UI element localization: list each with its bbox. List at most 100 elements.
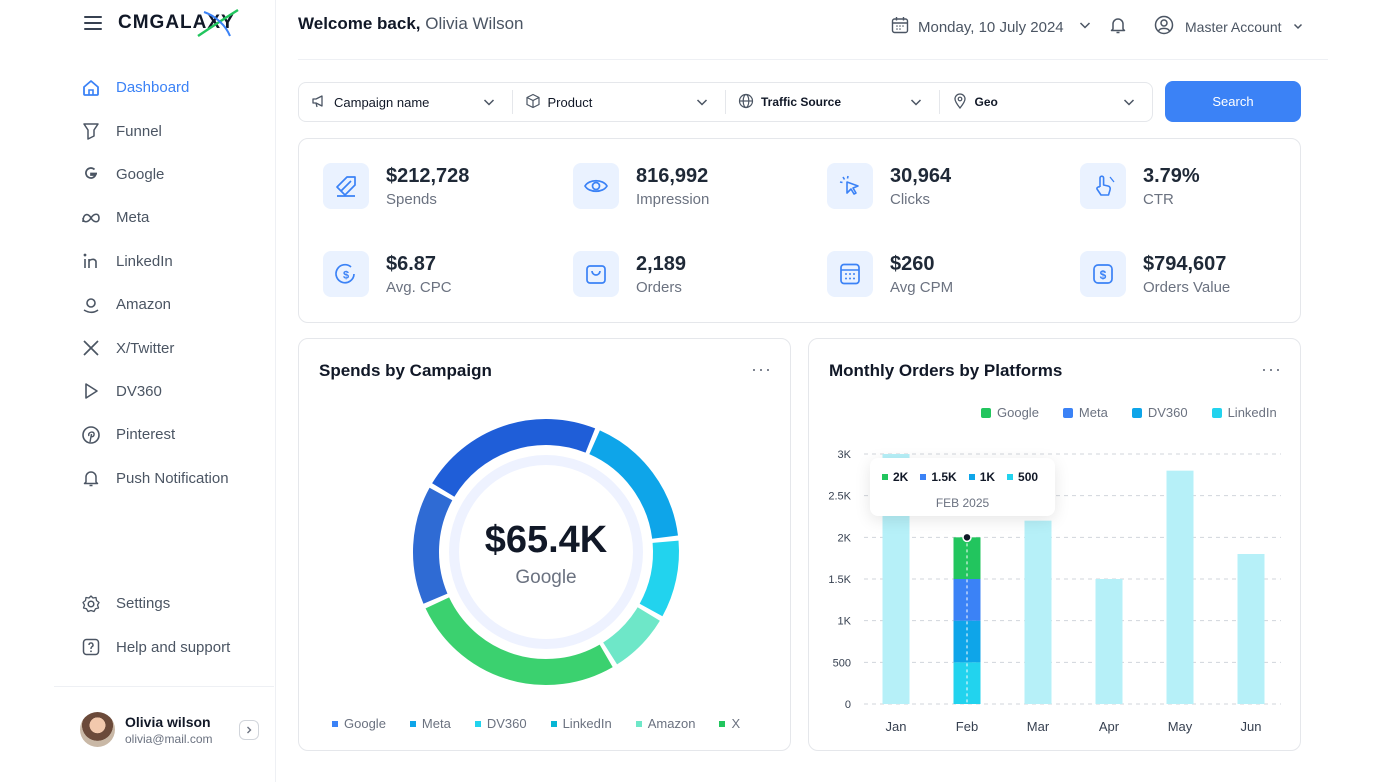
- calculator-icon: [827, 251, 873, 297]
- donut-segment-dv360[interactable]: [589, 430, 678, 540]
- legend-item-meta[interactable]: Meta: [1062, 405, 1108, 420]
- y-tick-label: 500: [833, 657, 851, 669]
- svg-text:$: $: [1100, 268, 1107, 282]
- linkedin-icon: [80, 250, 102, 272]
- traffic-source-select[interactable]: Traffic Source: [725, 90, 939, 114]
- stat-orders: 2,189 Orders: [573, 251, 686, 297]
- legend-item-google[interactable]: Google: [981, 405, 1039, 420]
- calendar-icon: [890, 15, 910, 39]
- sidebar-item-dashboard[interactable]: Dashboard: [80, 66, 229, 109]
- date-picker[interactable]: Monday, 10 July 2024: [890, 15, 1092, 39]
- box-icon: [525, 93, 541, 112]
- sidebar-item-help[interactable]: Help and support: [80, 625, 230, 668]
- x-tick-label: Feb: [956, 719, 978, 734]
- campaign-select[interactable]: Campaign name: [299, 90, 512, 114]
- legend-swatch: [1131, 407, 1142, 418]
- sidebar-item-pinterest[interactable]: Pinterest: [80, 413, 229, 456]
- x-twitter-icon: [80, 337, 102, 359]
- legend-label: Google: [997, 405, 1039, 420]
- legend-item-google[interactable]: Google: [332, 716, 386, 731]
- y-tick-label: 1.5K: [828, 574, 851, 586]
- stat-ctr: 3.79% CTR: [1080, 163, 1200, 209]
- bar-apr[interactable]: [1095, 579, 1123, 704]
- donut-chart: $65.4K Google: [413, 419, 679, 685]
- menu-icon[interactable]: [84, 16, 102, 30]
- legend-label: Meta: [1078, 405, 1108, 420]
- search-button[interactable]: Search: [1165, 81, 1301, 122]
- sidebar-item-dv360[interactable]: DV360: [80, 370, 229, 413]
- spends-card: Spends by Campaign ··· $65.4K Google Goo…: [298, 338, 791, 751]
- donut-segment-amazon[interactable]: [602, 606, 660, 665]
- header: Welcome back, Olivia Wilson Monday, 10 J…: [298, 0, 1328, 60]
- legend-label: Amazon: [647, 716, 696, 731]
- user-name: Olivia wilson: [125, 713, 211, 730]
- logo[interactable]: CMGALAXY: [118, 8, 239, 38]
- funnel-icon: [80, 120, 102, 142]
- sidebar-item-push-notification[interactable]: Push Notification: [80, 457, 229, 500]
- sidebar-item-funnel[interactable]: Funnel: [80, 109, 229, 152]
- tooltip-swatch: [1007, 474, 1014, 480]
- sidebar-item-x-twitter[interactable]: X/Twitter: [80, 326, 229, 369]
- legend-item-linkedin[interactable]: LinkedIn: [1211, 405, 1277, 420]
- stats-panel: $212,728 Spends 816,992 Impression 30,964 C…: [298, 138, 1301, 323]
- sidebar-item-google[interactable]: Google: [80, 153, 229, 196]
- tooltip-date: FEB 2025: [935, 496, 990, 510]
- sidebar-item-label: Help and support: [116, 638, 231, 656]
- filter-bar: Campaign name Product Traffic Source Geo: [298, 82, 1153, 122]
- product-select[interactable]: Product: [511, 90, 726, 114]
- sidebar-item-settings[interactable]: Settings: [80, 582, 230, 625]
- more-options-icon[interactable]: ···: [1261, 359, 1282, 379]
- legend-item-dv360[interactable]: DV360: [474, 716, 527, 731]
- legend-item-linkedin[interactable]: LinkedIn: [550, 716, 612, 731]
- eye-icon: [573, 163, 619, 209]
- legend-item-x[interactable]: X: [719, 716, 740, 731]
- legend-swatch: [409, 720, 416, 727]
- y-tick-label: 2K: [838, 532, 852, 544]
- x-tick-label: May: [1168, 719, 1193, 734]
- legend-item-dv360[interactable]: DV360: [1131, 405, 1188, 420]
- x-tick-label: Jun: [1241, 719, 1262, 734]
- account-menu[interactable]: Master Account: [1153, 14, 1304, 39]
- bar-may[interactable]: [1166, 470, 1194, 704]
- tap-percent-icon: [1080, 163, 1126, 209]
- chevron-right-icon[interactable]: [238, 719, 259, 740]
- sidebar-item-linkedin[interactable]: LinkedIn: [80, 240, 229, 283]
- legend-swatch: [635, 720, 642, 727]
- sidebar-item-label: Meta: [116, 209, 150, 227]
- welcome-text: Welcome back,: [298, 14, 421, 33]
- donut-segment-x[interactable]: [425, 597, 613, 685]
- more-options-icon[interactable]: ···: [751, 359, 772, 379]
- orders-legend: Google Meta DV360 LinkedIn: [981, 405, 1301, 420]
- tooltip-swatch: [920, 474, 927, 480]
- user-circle-icon: [1153, 14, 1175, 39]
- sidebar: CMGALAXY Dashboard Funnel Google: [0, 0, 276, 782]
- donut-segment-meta[interactable]: [432, 419, 596, 498]
- user-card[interactable]: Olivia wilson olivia@mail.com: [80, 712, 259, 747]
- sidebar-bottom: Settings Help and support: [80, 582, 230, 669]
- donut-segment-google[interactable]: [413, 487, 453, 604]
- x-tick-label: Mar: [1027, 719, 1050, 734]
- sidebar-item-label: Google: [116, 165, 165, 183]
- geo-select[interactable]: Geo: [938, 90, 1153, 114]
- welcome-message: Welcome back, Olivia Wilson: [298, 14, 524, 34]
- tooltip-value: 1K: [968, 470, 995, 484]
- stat-avg-cpm: $260 Avg CPM: [827, 251, 953, 297]
- legend-item-amazon[interactable]: Amazon: [635, 716, 696, 731]
- stat-value: 2,189: [636, 253, 687, 275]
- notification-bell-icon[interactable]: [1108, 15, 1128, 40]
- bar-mar[interactable]: [1024, 520, 1052, 704]
- sidebar-item-meta[interactable]: Meta: [80, 196, 229, 239]
- donut-segment-linkedin[interactable]: [639, 540, 679, 617]
- sidebar-item-label: DV360: [116, 382, 162, 400]
- bar-jun[interactable]: [1237, 554, 1265, 704]
- sidebar-item-amazon[interactable]: Amazon: [80, 283, 229, 326]
- legend-item-meta[interactable]: Meta: [409, 716, 451, 731]
- legend-label: LinkedIn: [562, 716, 612, 731]
- pinterest-icon: [80, 424, 102, 446]
- tooltip-value: 500: [1007, 470, 1038, 484]
- stat-value: $212,728: [386, 165, 470, 187]
- coin-icon: $: [323, 251, 369, 297]
- traffic-source-select-value: Traffic Source: [761, 95, 842, 109]
- legend-label: LinkedIn: [1227, 405, 1277, 420]
- avatar: [80, 712, 115, 747]
